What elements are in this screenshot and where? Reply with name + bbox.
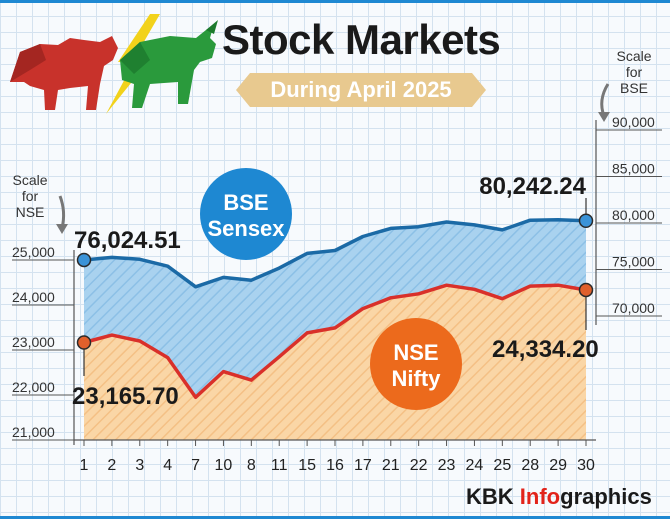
left-axis-tick-label: 21,000	[12, 424, 55, 440]
scale-note-bse: Scale for BSE	[612, 48, 656, 96]
x-axis-tick-label: 7	[191, 457, 200, 474]
right-axis-tick-label: 70,000	[612, 300, 655, 316]
credit-rest: graphics	[560, 484, 652, 509]
bse-first-value-label: 76,024.51	[74, 227, 181, 254]
bear-icon	[10, 36, 118, 110]
bse-last-point	[578, 213, 594, 228]
x-axis-tick-label: 4	[163, 457, 172, 474]
bottom-border	[0, 516, 670, 519]
right-axis-tick-label: 80,000	[612, 207, 655, 223]
x-axis-tick-label: 2	[107, 457, 116, 474]
x-axis-tick-label: 17	[354, 457, 372, 474]
x-axis-tick-label: 21	[382, 457, 400, 474]
bse-sensex-badge-label: Sensex	[207, 216, 285, 241]
nse-scale-arrow-icon	[58, 195, 66, 229]
nse-nifty-line	[83, 283, 587, 400]
nse-scale-arrowhead-icon	[56, 224, 68, 234]
nse-nifty-badge-label: Nifty	[392, 366, 442, 391]
right-axis-tick-label: 75,000	[612, 254, 655, 270]
credit-accent: Info	[519, 484, 561, 509]
bse-sensex-badge-label: BSE	[223, 190, 268, 215]
right-axis-tick-label: 90,000	[612, 114, 655, 130]
bse-scale-arrowhead-icon	[598, 112, 610, 122]
x-axis-tick-label: 23	[438, 457, 456, 474]
scale-note-nse-line1: Scale	[12, 172, 48, 188]
scale-note-bse-line2: for	[625, 64, 643, 80]
scale-note-nse-line2: for	[21, 188, 39, 204]
left-axis-tick-label: 25,000	[12, 244, 55, 260]
credit-line: KBK Infographics	[466, 484, 652, 510]
left-axis-tick-label: 24,000	[12, 289, 55, 305]
bse-last-value-label: 80,242.24	[479, 173, 586, 200]
bse-sensex-line	[83, 217, 587, 289]
credit-brand: KBK	[466, 484, 514, 509]
x-axis-tick-label: 22	[410, 457, 428, 474]
x-axis-tick-label: 3	[135, 457, 144, 474]
nse-nifty-area	[84, 285, 586, 440]
x-axis-tick-label: 10	[215, 457, 233, 474]
bse-sensex-badge	[200, 168, 292, 260]
bse-first-point	[76, 252, 92, 268]
x-axis-tick-label: 28	[521, 457, 539, 474]
scale-note-nse-line3: NSE	[15, 204, 45, 220]
x-axis-tick-label: 30	[577, 457, 595, 474]
nse-last-point	[578, 282, 594, 298]
subtitle-banner: During April 2025	[236, 73, 486, 107]
left-axis-tick-label: 23,000	[12, 334, 55, 350]
right-axis-tick-label: 85,000	[612, 161, 655, 177]
x-axis-tick-label: 11	[271, 457, 288, 474]
x-axis-tick-label: 16	[326, 457, 344, 474]
nse-first-point	[76, 335, 92, 350]
x-axis-tick-label: 15	[298, 457, 316, 474]
scale-note-nse: Scale for NSE	[8, 172, 52, 220]
nse-nifty-badge-label: NSE	[393, 340, 438, 365]
x-axis-tick-label: 24	[466, 457, 484, 474]
x-axis-tick-label: 29	[549, 457, 567, 474]
nse-nifty-badge	[370, 318, 462, 410]
scale-note-bse-line3: BSE	[619, 80, 648, 96]
subtitle: During April 2025	[270, 77, 452, 102]
page-title: Stock Markets	[222, 16, 501, 63]
x-axis-tick-label: 8	[247, 457, 256, 474]
x-axis-tick-label: 1	[80, 457, 89, 474]
scale-note-bse-line1: Scale	[616, 48, 652, 64]
x-axis-tick-label: 25	[493, 457, 511, 474]
nse-last-value-label: 24,334.20	[492, 336, 599, 363]
bse-scale-arrow-icon	[600, 83, 610, 117]
bull-icon	[120, 20, 218, 108]
left-axis-tick-label: 22,000	[12, 379, 55, 395]
top-border	[0, 0, 670, 3]
nse-first-value-label: 23,165.70	[72, 383, 179, 410]
